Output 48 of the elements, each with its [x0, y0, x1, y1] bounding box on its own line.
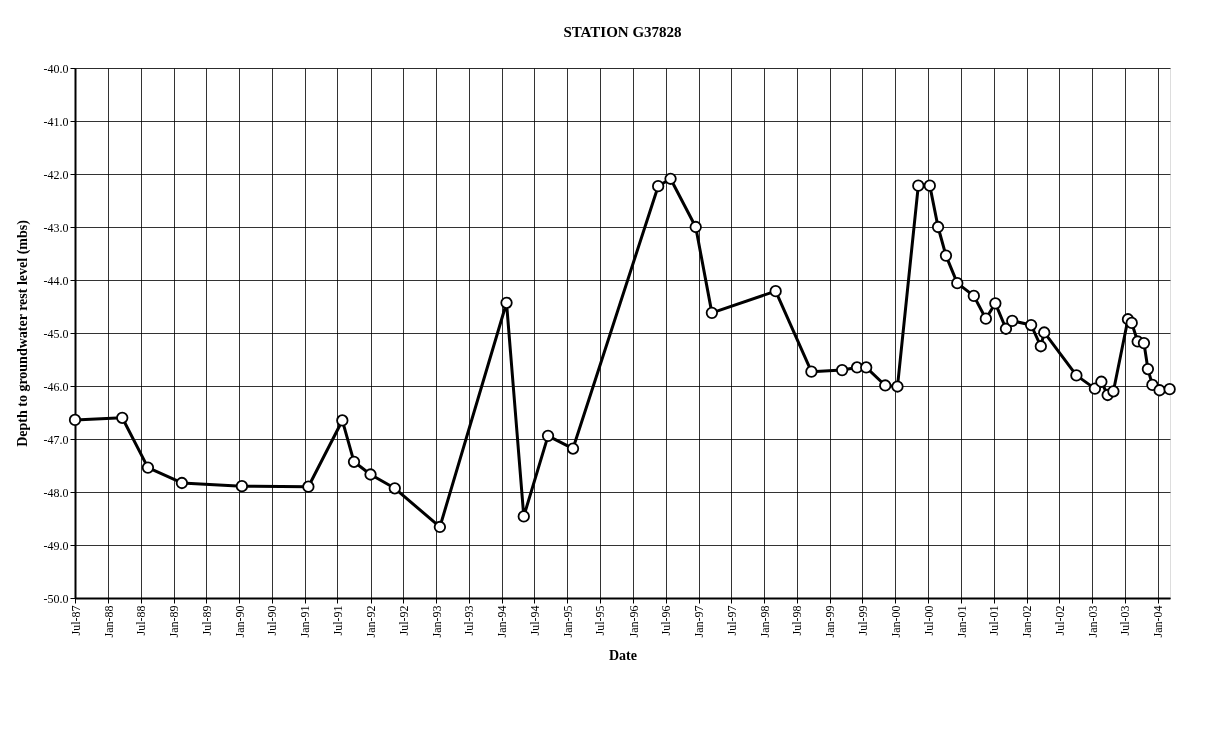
x-tick-label: Jan-96	[626, 605, 641, 638]
y-tick-label: -40.0	[43, 61, 69, 76]
y-axis-title: Depth to groundwater rest level (mbs)	[14, 219, 31, 447]
x-tick-label: Jan-97	[692, 605, 707, 638]
x-tick-label: Jan-92	[364, 605, 379, 638]
x-tick-label: Jul-88	[134, 605, 149, 636]
x-tick-label: Jan-94	[495, 605, 510, 638]
y-tick-label: -42.0	[43, 167, 69, 182]
x-tick-label: Jan-99	[823, 605, 838, 638]
y-tick-label: -45.0	[43, 326, 69, 341]
x-tick-label: Jul-94	[527, 605, 542, 636]
x-tick-label: Jul-93	[462, 605, 477, 636]
x-tick-label: Jan-93	[429, 605, 444, 638]
x-tick-label: Jul-99	[855, 605, 870, 636]
x-tick-label: Jul-90	[265, 605, 280, 636]
x-tick-label: Jul-00	[921, 605, 936, 636]
x-tick-label: Jan-98	[757, 605, 772, 638]
x-tick-label: Jul-95	[593, 605, 608, 636]
x-tick-label: Jul-89	[199, 605, 214, 636]
x-tick-label: Jan-02	[1020, 605, 1035, 638]
x-tick-label: Jul-91	[330, 605, 345, 636]
y-tick-label: -46.0	[43, 379, 69, 394]
x-tick-label: Jan-89	[167, 605, 182, 638]
y-tick-label: -43.0	[43, 220, 69, 235]
x-tick-label: Jan-88	[101, 605, 116, 638]
x-tick-label: Jan-01	[954, 605, 969, 638]
x-tick-label: Jan-91	[298, 605, 313, 638]
y-tick-label: -50.0	[43, 591, 69, 606]
x-axis-title: Date	[609, 648, 637, 664]
x-tick-label: Jan-90	[232, 605, 247, 638]
x-tick-label: Jan-04	[1151, 605, 1166, 638]
y-tick-label: -48.0	[43, 485, 69, 500]
x-tick-label: Jan-03	[1085, 605, 1100, 638]
x-tick-label: Jul-92	[396, 605, 411, 636]
y-tick-label: -47.0	[43, 432, 69, 447]
y-tick-label: -49.0	[43, 538, 69, 553]
x-tick-label: Jul-97	[724, 605, 739, 636]
x-tick-label: Jan-95	[560, 605, 575, 638]
x-tick-label: Jan-00	[888, 605, 903, 638]
x-tick-label: Jul-96	[659, 605, 674, 636]
x-tick-label: Jul-98	[790, 605, 805, 636]
x-tick-label: Jul-03	[1118, 605, 1133, 636]
x-tick-label: Jul-02	[1052, 605, 1067, 636]
chart-title: STATION G37828	[563, 24, 682, 40]
y-tick-label: -41.0	[43, 114, 69, 129]
x-tick-label: Jul-01	[987, 605, 1002, 636]
y-tick-label: -44.0	[43, 273, 69, 288]
x-tick-label: Jul-87	[68, 605, 83, 636]
